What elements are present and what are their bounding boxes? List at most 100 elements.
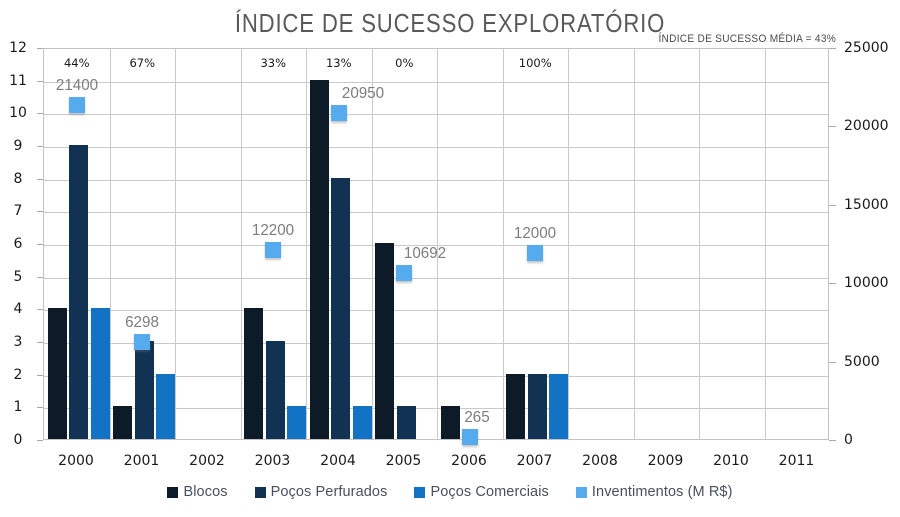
left-axis-tick-label: 8 xyxy=(13,170,23,187)
x-axis-year-label: 2002 xyxy=(189,453,225,469)
bar-po-os-perfurados-2004 xyxy=(331,177,350,439)
bar-po-os-comerciais-2003 xyxy=(287,406,306,439)
investimentos-value-label: 265 xyxy=(464,408,490,426)
left-axis-tick-label: 9 xyxy=(13,138,23,154)
left-axis-tick xyxy=(37,113,43,115)
bar-po-os-perfurados-2007 xyxy=(527,373,547,439)
left-axis-tick-label: 11 xyxy=(9,72,27,89)
bar-po-os-comerciais-2007 xyxy=(549,373,568,439)
right-axis-tick xyxy=(829,126,836,128)
legend-label: Blocos xyxy=(183,484,228,500)
marker-investimentos-2001 xyxy=(134,334,151,351)
right-axis-tick xyxy=(829,48,836,49)
left-axis-tick-label: 5 xyxy=(13,268,23,285)
legend-swatch xyxy=(254,486,266,498)
legend-item-blocos: Blocos xyxy=(167,484,227,500)
success-rate-label: 44% xyxy=(63,56,90,70)
h-gridline xyxy=(44,212,828,214)
h-gridline xyxy=(44,375,828,377)
left-axis-tick-label: 6 xyxy=(13,236,23,252)
right-axis-tick-label: 0 xyxy=(844,432,853,448)
marker-investimentos-2007 xyxy=(527,244,544,261)
x-axis-year-label: 2003 xyxy=(254,453,291,469)
marker-investimentos-2004 xyxy=(330,104,347,121)
right-axis-tick-label: 20000 xyxy=(844,118,889,135)
left-axis-tick-label: 12 xyxy=(9,40,27,56)
left-axis-tick xyxy=(37,276,43,278)
investimentos-value-label: 20950 xyxy=(341,84,384,102)
chart-title: ÍNDICE DE SUCESSO EXPLORATÓRIO xyxy=(234,8,666,38)
x-axis-year-label: 2001 xyxy=(123,453,160,469)
bar-po-os-perfurados-2000 xyxy=(69,145,88,439)
v-gridline xyxy=(633,49,635,439)
h-gridline xyxy=(44,179,828,181)
x-axis-year-label: 2000 xyxy=(58,453,94,469)
left-axis-tick xyxy=(37,48,43,49)
bar-po-os-comerciais-2000 xyxy=(90,308,110,439)
legend-item-po-os-comerciais: Poços Comerciais xyxy=(414,484,549,500)
x-axis-year-label: 2011 xyxy=(778,453,815,469)
chart-legend: Blocos Poços Perfurados Poços Comerciais In… xyxy=(0,484,900,500)
h-gridline xyxy=(44,81,828,83)
legend-swatch xyxy=(575,486,587,498)
h-gridline xyxy=(44,408,828,410)
x-axis-year-label: 2010 xyxy=(713,453,749,469)
average-success-annotation: ÍNDICE DE SUCESSO MÉDIA = 43% xyxy=(658,33,836,45)
h-gridline xyxy=(44,277,828,279)
success-rate-label: 0% xyxy=(395,56,414,70)
success-rate-label: 100% xyxy=(518,56,552,70)
x-axis-year-label: 2006 xyxy=(451,453,487,469)
left-axis-tick xyxy=(37,211,43,213)
legend-swatch xyxy=(167,486,179,498)
h-gridline xyxy=(44,114,828,116)
bar-po-os-comerciais-2001 xyxy=(156,373,175,439)
investimentos-value-label: 21400 xyxy=(55,77,98,95)
v-gridline xyxy=(437,49,438,439)
marker-investimentos-2003 xyxy=(265,241,282,258)
x-axis-year-label: 2004 xyxy=(320,453,356,469)
v-gridline xyxy=(306,49,307,439)
bar-blocos-2006 xyxy=(440,406,460,439)
left-axis-tick xyxy=(37,374,43,376)
legend-item-po-os-perfurados: Poços Perfurados xyxy=(254,484,388,500)
left-axis-tick-label: 4 xyxy=(13,301,23,318)
v-gridline xyxy=(568,49,569,439)
marker-investimentos-2006 xyxy=(461,428,478,445)
legend-label: Poços Comerciais xyxy=(430,484,549,500)
left-axis-tick xyxy=(37,244,43,245)
left-axis-tick xyxy=(37,146,43,147)
right-axis-tick xyxy=(829,204,836,206)
left-axis-tick-label: 0 xyxy=(13,432,23,448)
investimentos-value-label: 10692 xyxy=(404,245,447,263)
h-gridline xyxy=(44,310,828,312)
right-axis-tick-label: 15000 xyxy=(844,196,889,213)
marker-investimentos-2000 xyxy=(68,97,85,114)
left-axis-tick-label: 3 xyxy=(13,334,23,350)
legend-label: Inventimentos (M R$) xyxy=(591,484,733,500)
v-gridline xyxy=(764,49,766,439)
success-rate-label: 13% xyxy=(325,56,352,70)
right-axis-tick xyxy=(829,440,836,441)
legend-swatch xyxy=(414,486,426,498)
x-axis-year-label: 2009 xyxy=(647,453,684,469)
right-axis-tick-label: 25000 xyxy=(844,40,889,56)
v-gridline xyxy=(175,49,176,439)
v-gridline xyxy=(371,49,373,439)
right-axis-tick xyxy=(829,361,836,363)
h-gridline xyxy=(44,343,828,344)
left-axis-tick xyxy=(37,440,43,441)
x-axis-year-label: 2005 xyxy=(385,453,422,469)
marker-investimentos-2005 xyxy=(396,265,413,282)
bar-blocos-2007 xyxy=(506,373,525,439)
bar-blocos-2003 xyxy=(244,308,263,439)
bar-blocos-2001 xyxy=(113,406,132,439)
h-gridline xyxy=(44,147,828,148)
legend-label: Poços Perfurados xyxy=(270,484,388,500)
right-axis-tick-label: 5000 xyxy=(844,353,880,370)
left-axis-tick xyxy=(37,80,43,82)
left-axis-tick xyxy=(37,309,43,311)
right-axis-tick xyxy=(829,283,836,285)
investimentos-value-label: 6298 xyxy=(125,314,160,332)
investimentos-value-label: 12000 xyxy=(514,224,557,242)
